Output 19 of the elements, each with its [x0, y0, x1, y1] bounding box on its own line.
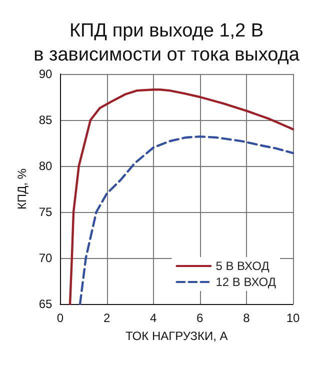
line-series	[68, 88, 294, 306]
x-axis-title: ТОК НАГРУЗКИ, А	[125, 329, 228, 343]
chart-title: КПД при выходе 1,2 В в зависимости от тока выхода	[34, 20, 300, 66]
y-axis-title: КПД, %	[15, 168, 29, 210]
x-tick-label: 0	[56, 311, 64, 325]
y-tick-label: 75	[38, 205, 53, 219]
legend-label: 5 В ВХОД	[216, 259, 270, 273]
x-tick-label: 10	[286, 311, 300, 325]
y-tick-label: 65	[38, 297, 53, 311]
x-tick-label: 8	[243, 311, 250, 325]
x-tick-label: 4	[150, 311, 158, 325]
line-series	[78, 135, 294, 306]
x-tick-label: 6	[196, 311, 204, 325]
legend-label: 12 В ВХОД	[216, 275, 276, 289]
y-tick-label: 70	[38, 251, 53, 265]
y-tick-label: 90	[38, 67, 53, 81]
y-tick-label: 85	[38, 113, 53, 127]
y-tick-label: 80	[38, 159, 53, 173]
x-tick-label: 2	[103, 311, 110, 325]
